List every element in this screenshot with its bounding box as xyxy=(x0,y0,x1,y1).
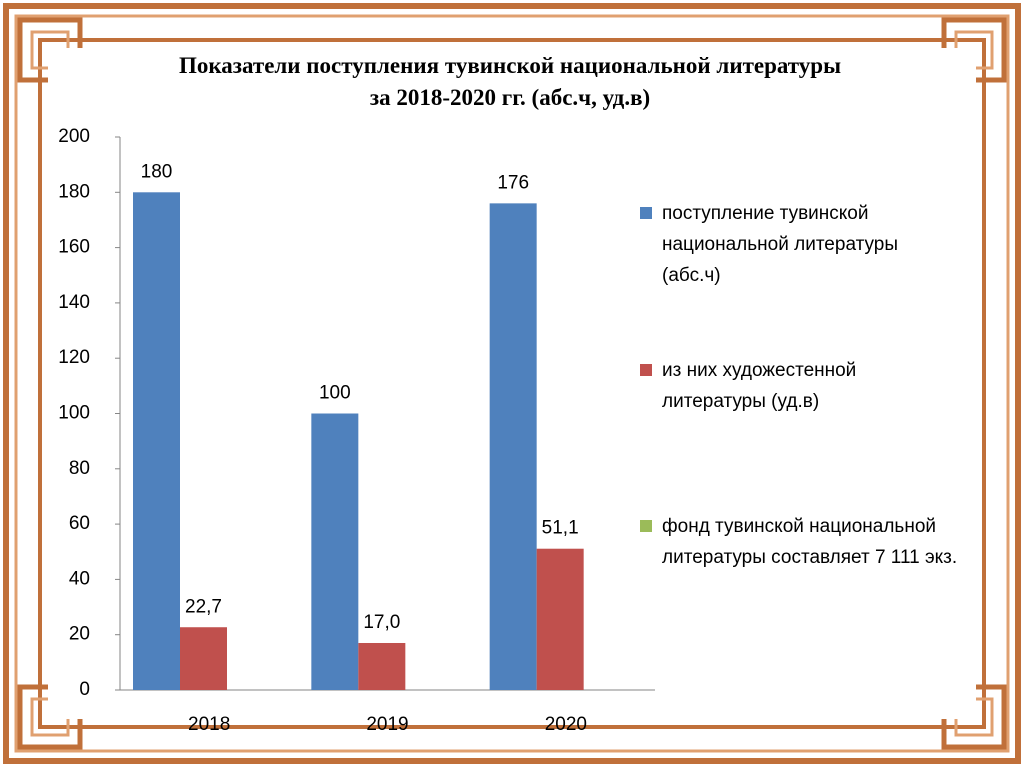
legend-swatch xyxy=(640,207,652,219)
y-tick-label: 140 xyxy=(58,292,90,313)
y-tick-label: 40 xyxy=(69,568,90,589)
x-tick-label: 2019 xyxy=(366,714,408,735)
legend-label: фонд тувинской национальной литературы с… xyxy=(662,516,958,568)
bar xyxy=(358,642,406,690)
legend-label: поступление тувинской национальной литер… xyxy=(662,203,899,286)
data-label: 22,7 xyxy=(185,596,222,617)
data-label: 100 xyxy=(319,383,351,404)
legend-item: поступление тувинской национальной литер… xyxy=(640,198,960,291)
legend-item: из них художестенной литературы (уд.в) xyxy=(640,355,960,417)
bar xyxy=(536,548,584,690)
y-tick-label: 180 xyxy=(58,181,90,202)
legend-item: фонд тувинской национальной литературы с… xyxy=(640,511,960,573)
legend-swatch xyxy=(640,520,652,532)
data-label: 17,0 xyxy=(363,612,400,633)
y-tick-label: 80 xyxy=(69,458,90,479)
legend-label: из них художестенной литературы (уд.в) xyxy=(662,360,857,412)
bar xyxy=(311,413,359,690)
y-tick-label: 0 xyxy=(79,679,90,700)
bar xyxy=(180,627,227,690)
x-tick-label: 2020 xyxy=(545,714,587,735)
y-tick-label: 160 xyxy=(58,237,90,258)
chart-title: Показатели поступления тувинской национа… xyxy=(178,53,842,110)
y-tick-label: 200 xyxy=(58,126,90,147)
legend-swatch xyxy=(640,364,652,376)
x-tick-label: 2018 xyxy=(188,714,230,735)
y-tick-label: 60 xyxy=(69,513,90,534)
y-tick-label: 120 xyxy=(58,347,90,368)
data-label: 180 xyxy=(141,161,173,182)
data-label: 51,1 xyxy=(542,518,579,539)
bar xyxy=(489,203,537,691)
y-tick-label: 20 xyxy=(69,624,90,645)
data-label: 176 xyxy=(497,172,529,193)
y-tick-label: 100 xyxy=(58,403,90,424)
bar xyxy=(133,192,180,691)
